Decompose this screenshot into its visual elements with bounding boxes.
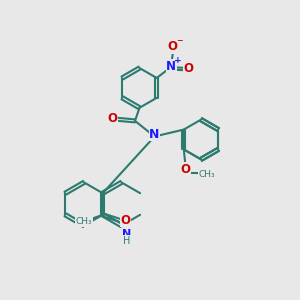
Text: N: N (122, 229, 131, 239)
Text: CH₃: CH₃ (199, 170, 215, 179)
Text: O: O (108, 112, 118, 125)
Text: O: O (167, 40, 177, 53)
Text: +: + (174, 56, 182, 65)
Text: H: H (123, 236, 130, 246)
Text: ⁻: ⁻ (176, 37, 183, 50)
Text: O: O (120, 214, 130, 227)
Text: N: N (166, 60, 176, 73)
Text: N: N (149, 128, 160, 141)
Text: O: O (181, 163, 190, 176)
Text: O: O (183, 62, 193, 76)
Text: CH₃: CH₃ (76, 218, 92, 226)
